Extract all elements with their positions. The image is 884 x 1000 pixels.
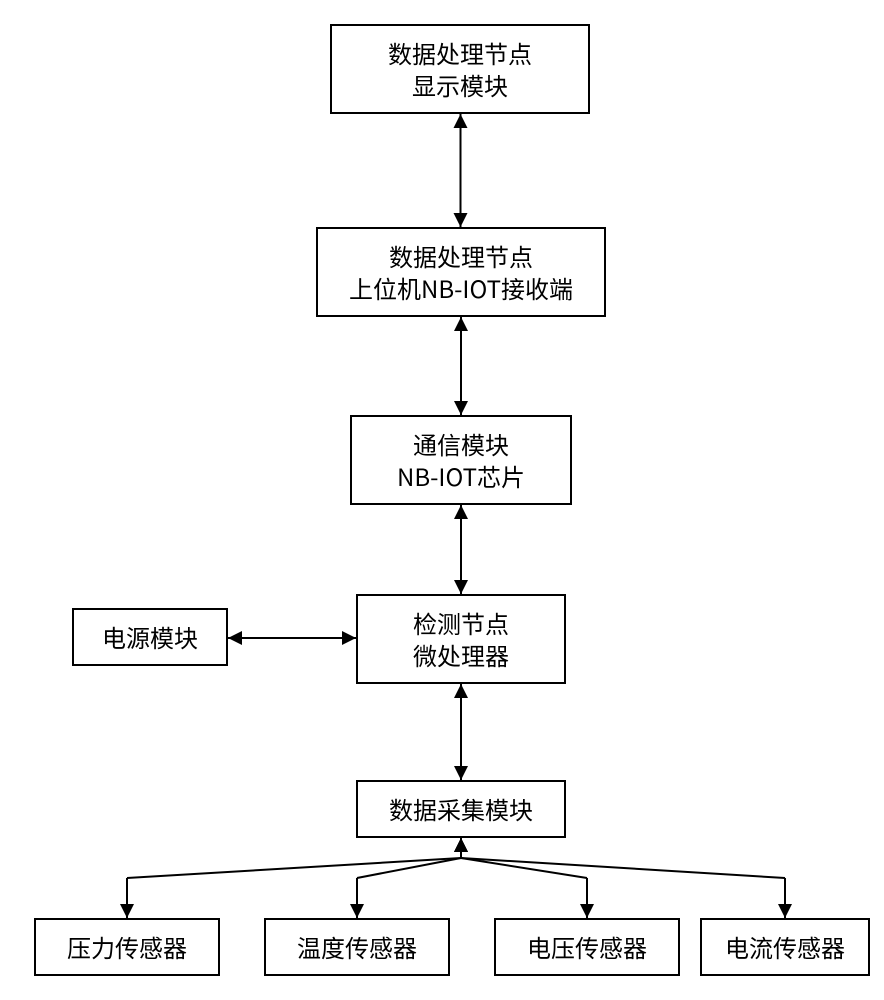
node-n5-line0: 电源模块 [102,621,198,653]
node-n3: 通信模块NB-IOT芯片 [350,415,572,505]
node-s4: 电流传感器 [700,918,870,976]
node-n4-line1: 微处理器 [413,639,509,671]
node-n3-line1: NB-IOT芯片 [397,460,525,492]
node-n1-line1: 显示模块 [412,69,508,101]
node-n6-line0: 数据采集模块 [389,793,533,825]
node-s1-line0: 压力传感器 [67,931,187,963]
node-n4: 检测节点微处理器 [356,594,566,684]
node-n2-line0: 数据处理节点 [389,240,533,272]
diagram-canvas: 数据处理节点显示模块数据处理节点上位机NB-IOT接收端通信模块NB-IOT芯片… [0,0,884,1000]
node-s2: 温度传感器 [264,918,450,976]
node-n1: 数据处理节点显示模块 [330,24,590,114]
node-s1: 压力传感器 [34,918,220,976]
node-s4-line0: 电流传感器 [725,931,845,963]
node-n1-line0: 数据处理节点 [388,37,532,69]
node-n5: 电源模块 [72,608,228,666]
node-s3-line0: 电压传感器 [527,931,647,963]
node-s3: 电压传感器 [494,918,680,976]
node-n2-line1: 上位机NB-IOT接收端 [349,272,573,304]
node-n6: 数据采集模块 [356,780,566,838]
node-s2-line0: 温度传感器 [297,931,417,963]
node-n2: 数据处理节点上位机NB-IOT接收端 [316,227,606,317]
node-n3-line0: 通信模块 [413,428,509,460]
node-n4-line0: 检测节点 [413,607,509,639]
